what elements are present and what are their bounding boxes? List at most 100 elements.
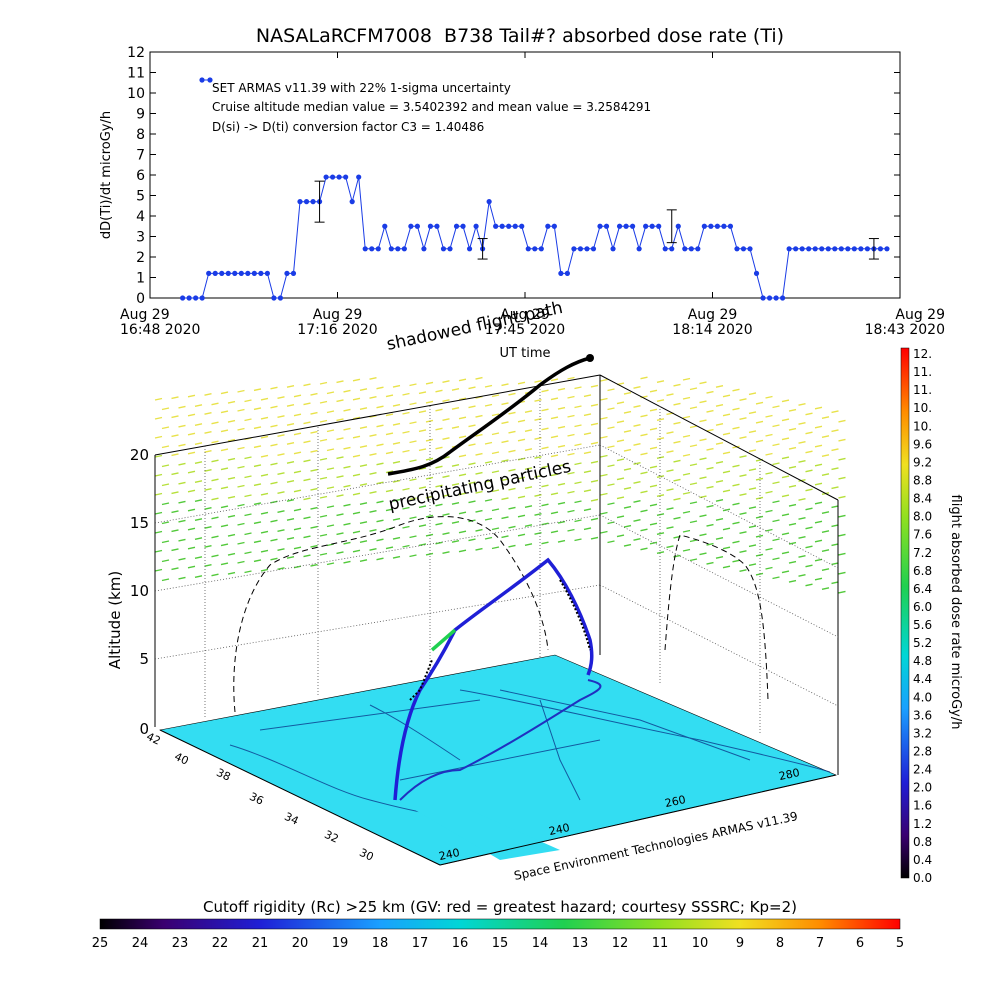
particle-mark: [376, 481, 384, 485]
particle-mark: [402, 449, 410, 453]
dose-colorbar-tick-label: 11.: [913, 365, 932, 379]
particle-mark: [838, 571, 846, 575]
data-point: [747, 246, 753, 252]
data-point: [225, 270, 231, 276]
particle-mark: [699, 457, 707, 461]
particle-mark: [237, 408, 245, 412]
particle-mark: [732, 426, 740, 430]
particle-mark: [616, 401, 625, 405]
particle-mark: [673, 440, 681, 444]
error-bars: [314, 180, 879, 260]
particle-mark: [270, 405, 278, 409]
particle-mark: [326, 410, 335, 414]
particle-mark: [805, 431, 813, 435]
particle-mark: [211, 421, 219, 425]
particle-mark: [359, 521, 368, 524]
x-tick-label-time: 17:45 2020: [485, 322, 565, 338]
particle-mark: [442, 418, 450, 421]
particle-mark: [260, 473, 269, 477]
particle-mark: [722, 413, 731, 417]
z-tick-label: 0: [139, 720, 149, 738]
particle-mark: [607, 388, 615, 392]
dose-colorbar-tick-label: 7.6: [913, 528, 932, 542]
ground-lower-strip: [415, 810, 560, 860]
particle-mark: [442, 380, 450, 383]
particle-mark: [748, 563, 757, 567]
particle-mark: [517, 533, 526, 537]
particle-mark: [178, 500, 186, 504]
particle-mark: [442, 494, 450, 497]
y-axis-label: dD(Ti)/dt microGy/h: [99, 111, 114, 239]
data-point: [773, 295, 779, 301]
y-tick-label: 10: [127, 86, 145, 102]
particle-mark: [409, 554, 417, 558]
particle-mark: [319, 438, 328, 442]
particle-mark: [814, 577, 823, 581]
particle-mark: [805, 507, 813, 511]
particle-mark: [326, 505, 335, 509]
particle-mark: [689, 539, 698, 543]
particle-mark: [649, 427, 658, 431]
particle-mark: [616, 420, 625, 424]
flight-path-3d-dark: [409, 579, 591, 701]
particle-mark: [805, 526, 813, 530]
particle-mark: [326, 524, 335, 528]
particle-mark: [154, 473, 163, 477]
data-point: [799, 246, 805, 252]
particle-mark: [154, 549, 163, 553]
particle-mark: [732, 559, 740, 563]
particle-mark: [253, 464, 262, 468]
particle-mark: [567, 509, 575, 513]
x-tick-label-date: Aug 29: [120, 307, 170, 323]
particle-mark: [508, 430, 516, 434]
dose-colorbar-tick-label: 2.4: [913, 763, 932, 777]
particle-mark: [425, 438, 434, 442]
particle-mark: [220, 391, 229, 395]
particle-mark: [567, 528, 575, 532]
data-point: [584, 246, 590, 252]
data-point: [649, 223, 655, 229]
particle-mark: [805, 488, 813, 492]
y-tick-label: 0: [136, 291, 145, 307]
particle-mark: [682, 510, 691, 514]
rigidity-colorbar-tick-label: 20: [292, 936, 309, 951]
annotation-cruise-stats: Cruise altitude median value = 3.5402392…: [212, 100, 651, 114]
particle-mark: [204, 564, 212, 567]
particle-mark: [524, 543, 533, 546]
particle-mark: [319, 457, 328, 461]
particle-mark: [385, 546, 394, 550]
data-point: [610, 246, 616, 252]
dose-colorbar: [900, 347, 910, 879]
particle-mark: [814, 501, 823, 505]
particle-mark: [524, 448, 533, 451]
particle-mark: [649, 484, 658, 488]
particle-mark: [187, 470, 196, 474]
data-point: [421, 246, 427, 252]
particle-mark: [418, 505, 427, 509]
particle-mark: [319, 476, 328, 480]
particle-mark: [640, 395, 648, 399]
dose-colorbar-label: flight absorbed dose rate microGy/h: [948, 495, 963, 730]
particle-mark: [458, 530, 467, 534]
particle-mark: [633, 538, 641, 541]
particle-mark: [491, 470, 500, 474]
data-point: [284, 270, 290, 276]
data-point: [206, 270, 212, 276]
particle-mark: [359, 559, 368, 562]
particle-mark: [557, 463, 566, 467]
data-point: [714, 223, 720, 229]
particle-mark: [501, 402, 509, 406]
particle-mark: [491, 527, 500, 531]
particle-mark: [699, 476, 707, 480]
particle-mark: [392, 422, 401, 426]
particle-mark: [194, 480, 203, 483]
particle-mark: [814, 482, 823, 486]
particle-mark: [227, 476, 236, 480]
particle-mark: [220, 524, 229, 528]
particle-mark: [755, 420, 764, 424]
particle-mark: [567, 452, 575, 456]
particle-mark: [468, 405, 476, 409]
particle-mark: [689, 482, 698, 486]
dose-colorbar-tick-label: 4.4: [913, 672, 932, 686]
rigidity-colorbar-tick-label: 5: [896, 936, 904, 951]
